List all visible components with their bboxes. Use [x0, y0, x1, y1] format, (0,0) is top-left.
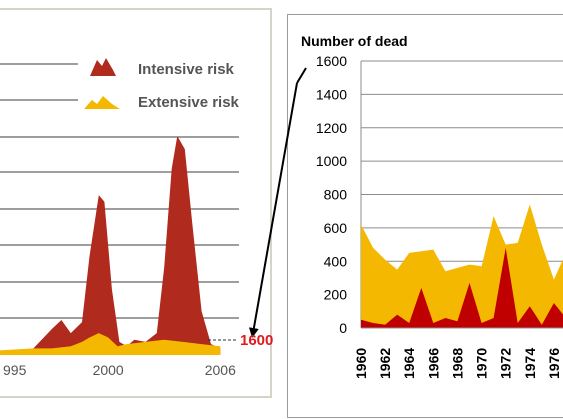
- area-intensive-risk: [0, 136, 221, 355]
- left-chart-svg: 995 2000 2006 Intensive risk Extensive risk: [0, 58, 240, 378]
- x-tick-label: 1962: [377, 348, 393, 379]
- legend-swatch-intensive: [90, 58, 116, 76]
- x-tick-label: 1974: [522, 348, 538, 379]
- x-tick-label: 1966: [425, 348, 441, 379]
- y-tick-label: 0: [339, 320, 347, 336]
- x-tick-label: 2000: [93, 362, 124, 378]
- area-intensive-risk: [361, 247, 563, 328]
- legend: Intensive risk Extensive risk: [84, 58, 240, 111]
- x-tick-label: 1960: [353, 348, 369, 379]
- area-extensive-risk: [0, 333, 221, 355]
- y-tick-label: 200: [324, 287, 348, 303]
- y-tick-label: 1600: [316, 53, 347, 69]
- connector-arrow: [248, 82, 298, 338]
- connector-overlay: 1600: [208, 67, 307, 349]
- x-tick-label: 1972: [498, 348, 514, 379]
- x-tick-label: 1976: [546, 348, 562, 379]
- y-tick-label: 800: [324, 187, 348, 203]
- x-tick-label: 995: [3, 362, 27, 378]
- x-tick-label: 1968: [449, 348, 465, 379]
- y-tick-label: 400: [324, 253, 348, 269]
- y-tick-label: 600: [324, 220, 348, 236]
- number-of-dead-chart: Number of dead 0 200 400 600 800 1000 1200 1400 1…: [287, 14, 563, 418]
- legend-swatch-extensive: [84, 96, 120, 109]
- connector-arrow-tail: [296, 67, 307, 84]
- x-tick-label: 2006: [205, 362, 236, 378]
- legend-label-extensive: Extensive risk: [138, 94, 240, 111]
- y-tick-label: 1400: [316, 86, 347, 102]
- chart-title: Number of dead: [301, 33, 408, 49]
- x-tick-label: 1964: [401, 348, 417, 379]
- intensive-extensive-risk-chart: 995 2000 2006 Intensive risk Extensive risk: [0, 8, 272, 398]
- annotation-1600: 1600: [240, 332, 273, 349]
- y-tick-label: 1000: [316, 153, 347, 169]
- x-tick-label: 1970: [474, 348, 490, 379]
- right-chart-svg: Number of dead 0 200 400 600 800 1000 1200 1400 1…: [301, 33, 563, 379]
- y-tick-label: 1200: [316, 120, 347, 136]
- legend-label-intensive: Intensive risk: [138, 61, 235, 78]
